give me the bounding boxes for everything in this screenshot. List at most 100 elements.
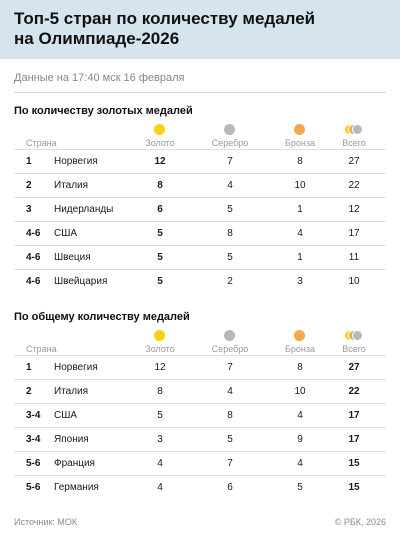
country-cell: Швеция bbox=[54, 252, 91, 263]
table-row: 5-6 Франция 4 7 4 15 bbox=[14, 451, 386, 475]
country-cell: Италия bbox=[54, 180, 89, 191]
country-cell: Норвегия bbox=[54, 156, 98, 167]
total-count-cell: 15 bbox=[348, 482, 360, 493]
bronze-count-cell: 10 bbox=[294, 180, 306, 191]
silver-count-cell: 7 bbox=[227, 362, 233, 373]
total-count-cell: 10 bbox=[348, 276, 360, 287]
bronze-medal-icon bbox=[294, 330, 305, 341]
table-header: Страна Золото Серебро Бронза Всего bbox=[14, 325, 386, 355]
gold-count-cell: 6 bbox=[157, 204, 163, 215]
total-count-cell: 17 bbox=[348, 410, 360, 421]
gold-count-cell: 4 bbox=[157, 482, 163, 493]
rank-cell: 3-4 bbox=[26, 410, 41, 421]
silver-count-cell: 2 bbox=[227, 276, 233, 287]
bronze-medal-icon bbox=[294, 124, 305, 135]
silver-count-cell: 4 bbox=[227, 180, 233, 191]
col-header-silver: Серебро bbox=[211, 344, 249, 354]
total-ranking-section: По общему количеству медалей Страна Золо… bbox=[0, 309, 400, 499]
silver-count-cell: 5 bbox=[227, 434, 233, 445]
bronze-count-cell: 5 bbox=[297, 482, 303, 493]
all-medals-icon bbox=[344, 124, 364, 135]
gold-count-cell: 8 bbox=[157, 386, 163, 397]
table-header: Страна Золото Серебро Бронза Всего bbox=[14, 119, 386, 149]
table-row: 2 Италия 8 4 10 22 bbox=[14, 379, 386, 403]
gold-count-cell: 12 bbox=[154, 362, 166, 373]
silver-count-cell: 5 bbox=[227, 204, 233, 215]
gold-medal-icon bbox=[154, 330, 165, 341]
total-count-cell: 15 bbox=[348, 458, 360, 469]
rank-cell: 4-6 bbox=[26, 276, 41, 287]
silver-count-cell: 7 bbox=[227, 458, 233, 469]
country-cell: Япония bbox=[54, 434, 89, 445]
country-cell: Франция bbox=[54, 458, 95, 469]
col-header-gold: Золото bbox=[145, 138, 175, 148]
bronze-count-cell: 8 bbox=[297, 362, 303, 373]
country-cell: США bbox=[54, 410, 78, 421]
header-banner: Топ-5 стран по количеству медалей на Оли… bbox=[0, 0, 400, 59]
gold-ranking-table: Страна Золото Серебро Бронза Всего 1 Норв… bbox=[14, 119, 386, 293]
silver-medal-icon bbox=[224, 124, 235, 135]
table-row: 3-4 Япония 3 5 9 17 bbox=[14, 427, 386, 451]
col-header-country: Страна bbox=[26, 344, 57, 354]
rank-cell: 1 bbox=[26, 156, 32, 167]
bronze-count-cell: 3 bbox=[297, 276, 303, 287]
total-count-cell: 22 bbox=[348, 386, 360, 397]
table-row: 3 Нидерланды 6 5 1 12 bbox=[14, 197, 386, 221]
bronze-count-cell: 1 bbox=[297, 204, 303, 215]
gold-count-cell: 8 bbox=[157, 180, 163, 191]
total-count-cell: 27 bbox=[348, 156, 360, 167]
gold-ranking-section: По количеству золотых медалей Страна Зол… bbox=[0, 103, 400, 293]
table-row: 4-6 Швейцария 5 2 3 10 bbox=[14, 269, 386, 293]
rank-cell: 5-6 bbox=[26, 458, 41, 469]
total-count-cell: 12 bbox=[348, 204, 360, 215]
silver-medal-icon bbox=[224, 330, 235, 341]
table-row: 2 Италия 8 4 10 22 bbox=[14, 173, 386, 197]
section-title-total: По общему количеству медалей bbox=[14, 311, 190, 323]
total-count-cell: 27 bbox=[348, 362, 360, 373]
silver-count-cell: 7 bbox=[227, 156, 233, 167]
total-count-cell: 22 bbox=[348, 180, 360, 191]
col-header-country: Страна bbox=[26, 138, 57, 148]
table-row: 5-6 Германия 4 6 5 15 bbox=[14, 475, 386, 499]
col-header-bronze: Бронза bbox=[284, 138, 316, 148]
data-timestamp: Данные на 17:40 мск 16 февраля bbox=[14, 72, 185, 84]
bronze-count-cell: 1 bbox=[297, 252, 303, 263]
copyright: © РБК, 2026 bbox=[334, 517, 386, 527]
bronze-count-cell: 4 bbox=[297, 410, 303, 421]
col-header-total: Всего bbox=[342, 344, 366, 354]
table-row: 4-6 Швеция 5 5 1 11 bbox=[14, 245, 386, 269]
gold-count-cell: 5 bbox=[157, 410, 163, 421]
total-count-cell: 17 bbox=[348, 434, 360, 445]
bronze-count-cell: 10 bbox=[294, 386, 306, 397]
col-header-bronze: Бронза bbox=[284, 344, 316, 354]
all-medals-icon bbox=[344, 330, 364, 341]
bronze-count-cell: 4 bbox=[297, 458, 303, 469]
rank-cell: 3-4 bbox=[26, 434, 41, 445]
gold-count-cell: 4 bbox=[157, 458, 163, 469]
source-note: Источник: МОК bbox=[14, 517, 78, 527]
table-row: 4-6 США 5 8 4 17 bbox=[14, 221, 386, 245]
gold-count-cell: 12 bbox=[154, 156, 166, 167]
divider bbox=[14, 92, 386, 93]
rank-cell: 1 bbox=[26, 362, 32, 373]
country-cell: США bbox=[54, 228, 78, 239]
silver-count-cell: 8 bbox=[227, 228, 233, 239]
country-cell: Нидерланды bbox=[54, 204, 114, 215]
rank-cell: 3 bbox=[26, 204, 32, 215]
silver-count-cell: 6 bbox=[227, 482, 233, 493]
table-row: 1 Норвегия 12 7 8 27 bbox=[14, 149, 386, 173]
silver-count-cell: 5 bbox=[227, 252, 233, 263]
bronze-count-cell: 8 bbox=[297, 156, 303, 167]
gold-count-cell: 3 bbox=[157, 434, 163, 445]
rank-cell: 2 bbox=[26, 180, 32, 191]
footer: Источник: МОК © РБК, 2026 bbox=[14, 517, 386, 527]
col-header-total: Всего bbox=[342, 138, 366, 148]
rank-cell: 4-6 bbox=[26, 252, 41, 263]
bronze-count-cell: 4 bbox=[297, 228, 303, 239]
page-title: Топ-5 стран по количеству медалей на Оли… bbox=[14, 9, 316, 48]
total-count-cell: 11 bbox=[348, 252, 360, 263]
gold-medal-icon bbox=[154, 124, 165, 135]
total-ranking-table: Страна Золото Серебро Бронза Всего 1 Норв… bbox=[14, 325, 386, 499]
rank-cell: 4-6 bbox=[26, 228, 41, 239]
table-row: 1 Норвегия 12 7 8 27 bbox=[14, 355, 386, 379]
